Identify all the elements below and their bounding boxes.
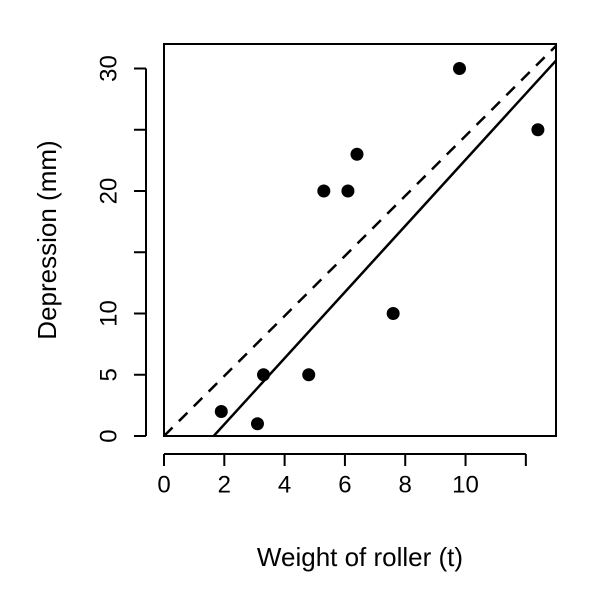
y-tick-label: 10	[95, 300, 122, 327]
y-axis-title: Depression (mm)	[32, 140, 62, 339]
data-point	[214, 405, 228, 418]
x-axis: 0 2 4 6 8 10	[157, 453, 527, 498]
solid-line	[212, 59, 556, 436]
y-axis: 0 5 10 20 30	[95, 55, 147, 443]
data-point	[453, 62, 467, 75]
data-point	[317, 184, 331, 198]
data-point	[341, 184, 355, 198]
data-point	[386, 307, 400, 320]
y-tick-label: 5	[95, 368, 122, 381]
data-point	[302, 368, 316, 382]
fit-lines	[164, 44, 556, 436]
data-points	[214, 62, 545, 431]
x-axis-title: Weight of roller (t)	[257, 542, 463, 572]
y-tick-label: 0	[95, 429, 122, 442]
plot-frame	[163, 43, 557, 437]
x-tick-label: 6	[338, 471, 351, 498]
y-tick-label: 20	[95, 178, 122, 205]
x-tick-label: 2	[218, 471, 231, 498]
x-tick-label: 4	[278, 471, 291, 498]
data-point	[350, 147, 364, 161]
x-tick-label: 0	[157, 471, 170, 498]
dashed-line	[164, 44, 556, 436]
x-tick-label: 8	[399, 471, 412, 498]
x-tick-label: 10	[452, 471, 479, 498]
data-point	[531, 123, 545, 137]
data-point	[250, 417, 264, 431]
y-tick-label: 30	[95, 55, 122, 82]
data-point	[257, 368, 271, 382]
